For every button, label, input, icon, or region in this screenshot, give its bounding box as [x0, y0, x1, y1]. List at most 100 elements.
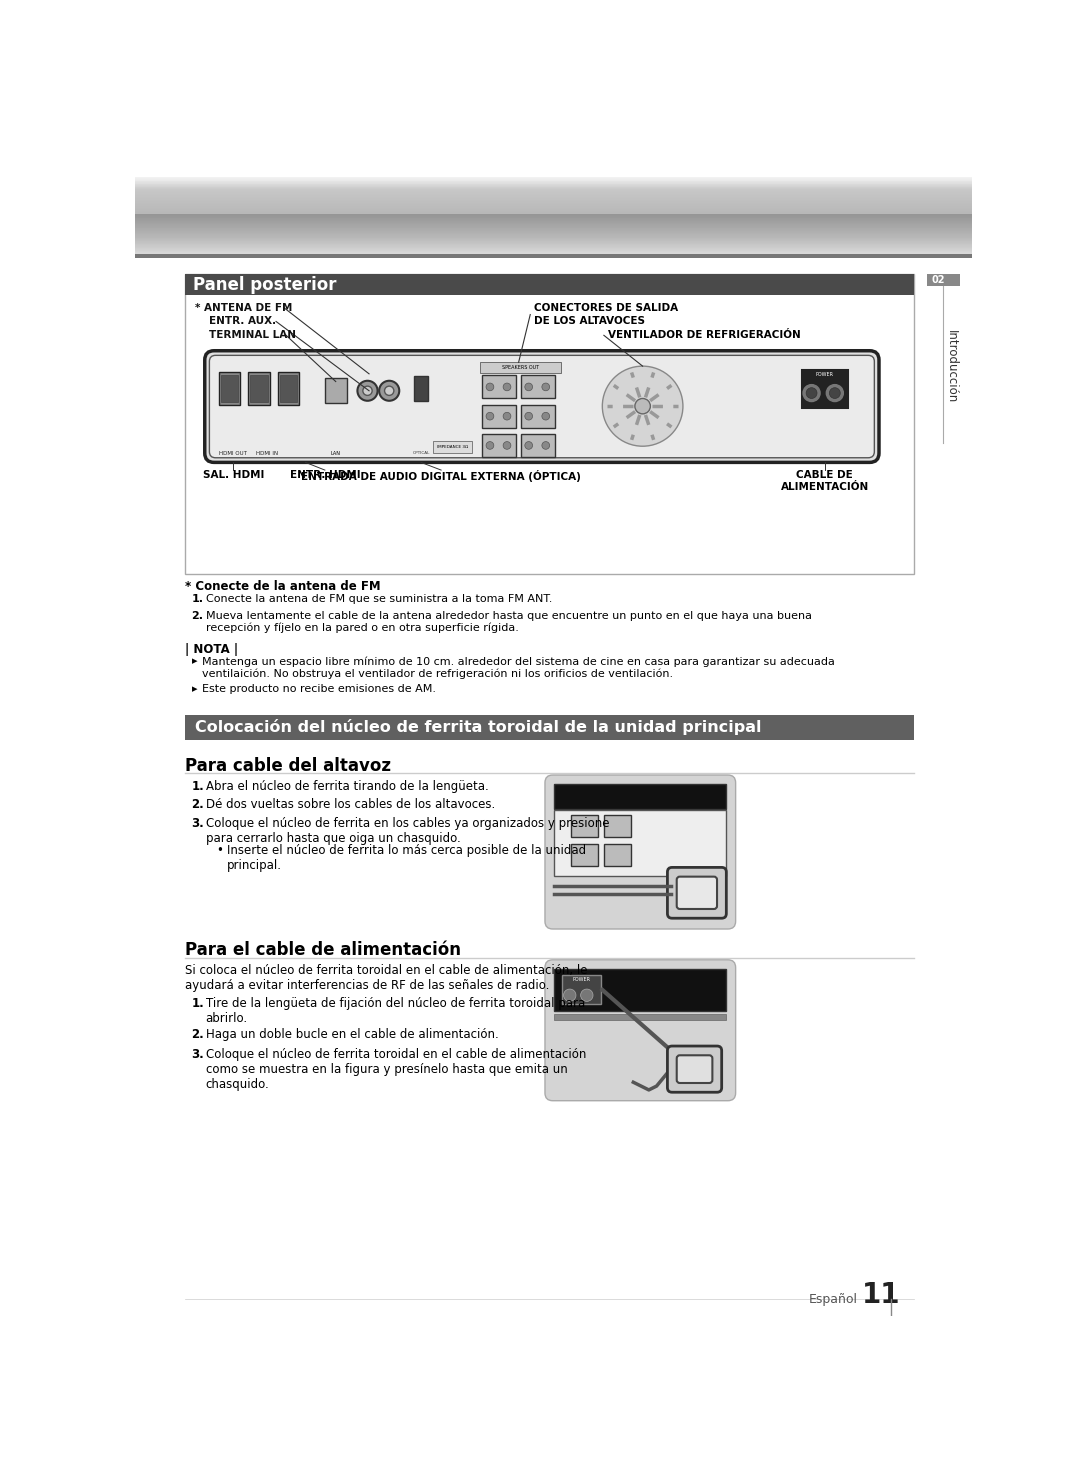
- Text: SAL. HDMI: SAL. HDMI: [203, 470, 265, 481]
- Bar: [480, 362, 562, 373]
- Text: Para cable del altavoz: Para cable del altavoz: [186, 757, 391, 775]
- Circle shape: [486, 383, 494, 390]
- Bar: [927, 274, 960, 285]
- Text: POWER: POWER: [572, 978, 591, 982]
- Circle shape: [379, 380, 400, 401]
- Text: 1.: 1.: [191, 779, 204, 793]
- Text: ENTR. HDMI: ENTR. HDMI: [289, 470, 361, 481]
- Text: CONECTORES DE SALIDA: CONECTORES DE SALIDA: [535, 303, 678, 314]
- Text: ▸: ▸: [191, 657, 198, 667]
- Text: Haga un doble bucle en el cable de alimentación.: Haga un doble bucle en el cable de alime…: [205, 1028, 498, 1041]
- Circle shape: [581, 989, 593, 1001]
- Text: Tire de la lengüeta de fijación del núcleo de ferrita toroidal para
abrirlo.: Tire de la lengüeta de fijación del núcl…: [205, 997, 584, 1025]
- Text: LAN: LAN: [330, 451, 340, 456]
- Text: •: •: [216, 845, 224, 858]
- Text: 2.: 2.: [191, 799, 204, 810]
- Circle shape: [486, 442, 494, 450]
- Text: ▸: ▸: [191, 685, 198, 694]
- Circle shape: [525, 442, 532, 450]
- Text: 1.: 1.: [191, 997, 204, 1010]
- Bar: [186, 714, 914, 740]
- Text: HDMI IN: HDMI IN: [256, 451, 278, 456]
- Text: 1.: 1.: [191, 595, 203, 603]
- FancyBboxPatch shape: [545, 775, 735, 929]
- FancyBboxPatch shape: [677, 1056, 713, 1083]
- Text: 2.: 2.: [191, 611, 203, 621]
- Text: * ANTENA DE FM: * ANTENA DE FM: [194, 303, 292, 312]
- Bar: [521, 376, 555, 398]
- Text: Dé dos vueltas sobre los cables de los altavoces.: Dé dos vueltas sobre los cables de los a…: [205, 799, 495, 810]
- Text: Para el cable de alimentación: Para el cable de alimentación: [186, 941, 461, 960]
- Text: HDMI OUT: HDMI OUT: [219, 451, 247, 456]
- Text: Coloque el núcleo de ferrita en los cables ya organizados y presione
para cerrar: Coloque el núcleo de ferrita en los cabl…: [205, 816, 609, 845]
- Circle shape: [503, 413, 511, 420]
- Bar: [571, 815, 598, 837]
- FancyBboxPatch shape: [545, 960, 735, 1100]
- Text: 11: 11: [862, 1281, 901, 1309]
- Bar: [562, 975, 600, 1004]
- Bar: [604, 845, 631, 865]
- Bar: [186, 274, 914, 574]
- Circle shape: [542, 383, 550, 390]
- Bar: [221, 374, 238, 402]
- Text: 3.: 3.: [191, 1047, 204, 1060]
- Text: OPTICAL: OPTICAL: [413, 451, 430, 456]
- Bar: [186, 274, 914, 296]
- Text: TERMINAL LAN: TERMINAL LAN: [208, 330, 296, 340]
- Text: VENTILADOR DE REFRIGERACIÓN: VENTILADOR DE REFRIGERACIÓN: [608, 330, 800, 340]
- Text: Mantenga un espacio libre mínimo de 10 cm. alrededor del sistema de cine en casa: Mantenga un espacio libre mínimo de 10 c…: [202, 657, 835, 679]
- FancyBboxPatch shape: [205, 351, 879, 463]
- Bar: [482, 405, 516, 427]
- Bar: [554, 810, 727, 876]
- Bar: [135, 254, 972, 259]
- Bar: [571, 845, 598, 865]
- Circle shape: [384, 386, 394, 395]
- Circle shape: [363, 386, 373, 395]
- Text: Español: Español: [809, 1293, 859, 1306]
- Bar: [433, 441, 472, 453]
- Text: Este producto no recibe emisiones de AM.: Este producto no recibe emisiones de AM.: [202, 685, 436, 694]
- Text: Panel posterior: Panel posterior: [193, 275, 337, 293]
- Bar: [521, 433, 555, 457]
- Bar: [482, 376, 516, 398]
- Circle shape: [804, 385, 820, 402]
- Text: Mueva lentamente el cable de la antena alrededor hasta que encuentre un punto en: Mueva lentamente el cable de la antena a…: [205, 611, 811, 633]
- Circle shape: [542, 413, 550, 420]
- Text: SPEAKERS OUT: SPEAKERS OUT: [501, 365, 539, 370]
- Circle shape: [542, 442, 550, 450]
- Bar: [248, 373, 270, 405]
- Text: Introducción: Introducción: [945, 330, 958, 402]
- Text: IMPEDANCE 3Ω: IMPEDANCE 3Ω: [437, 445, 469, 450]
- Text: Abra el núcleo de ferrita tirando de la lengüeta.: Abra el núcleo de ferrita tirando de la …: [205, 779, 488, 793]
- Bar: [251, 374, 268, 402]
- Bar: [554, 969, 727, 1012]
- Circle shape: [829, 387, 840, 398]
- Circle shape: [357, 380, 378, 401]
- Text: POWER: POWER: [815, 373, 834, 377]
- Bar: [554, 1013, 727, 1021]
- Text: Conecte la antena de FM que se suministra a la toma FM ANT.: Conecte la antena de FM que se suministr…: [205, 595, 552, 603]
- Bar: [604, 815, 631, 837]
- Text: ENTRADA DE AUDIO DIGITAL EXTERNA (ÓPTICA): ENTRADA DE AUDIO DIGITAL EXTERNA (ÓPTICA…: [301, 470, 581, 482]
- Text: | NOTA |: | NOTA |: [186, 643, 239, 657]
- FancyBboxPatch shape: [210, 355, 875, 458]
- Text: * Conecte de la antena de FM: * Conecte de la antena de FM: [186, 580, 381, 593]
- Circle shape: [564, 989, 576, 1001]
- Text: 02: 02: [932, 275, 945, 285]
- Bar: [280, 374, 297, 402]
- Circle shape: [503, 383, 511, 390]
- Bar: [325, 379, 347, 404]
- Text: Colocación del núcleo de ferrita toroidal de la unidad principal: Colocación del núcleo de ferrita toroida…: [194, 719, 761, 735]
- Text: CABLE DE
ALIMENTACIÓN: CABLE DE ALIMENTACIÓN: [781, 470, 869, 491]
- Text: DE LOS ALTAVOCES: DE LOS ALTAVOCES: [535, 315, 645, 325]
- FancyBboxPatch shape: [677, 877, 717, 910]
- Circle shape: [826, 385, 843, 402]
- Text: Si coloca el núcleo de ferrita toroidal en el cable de alimentación, le
ayudará : Si coloca el núcleo de ferrita toroidal …: [186, 964, 588, 992]
- Circle shape: [525, 383, 532, 390]
- Bar: [554, 784, 727, 809]
- Bar: [414, 376, 428, 401]
- Bar: [218, 373, 241, 405]
- Bar: [278, 373, 299, 405]
- Text: Inserte el núcleo de ferrita lo más cerca posible de la unidad
principal.: Inserte el núcleo de ferrita lo más cerc…: [227, 845, 586, 873]
- Bar: [521, 405, 555, 427]
